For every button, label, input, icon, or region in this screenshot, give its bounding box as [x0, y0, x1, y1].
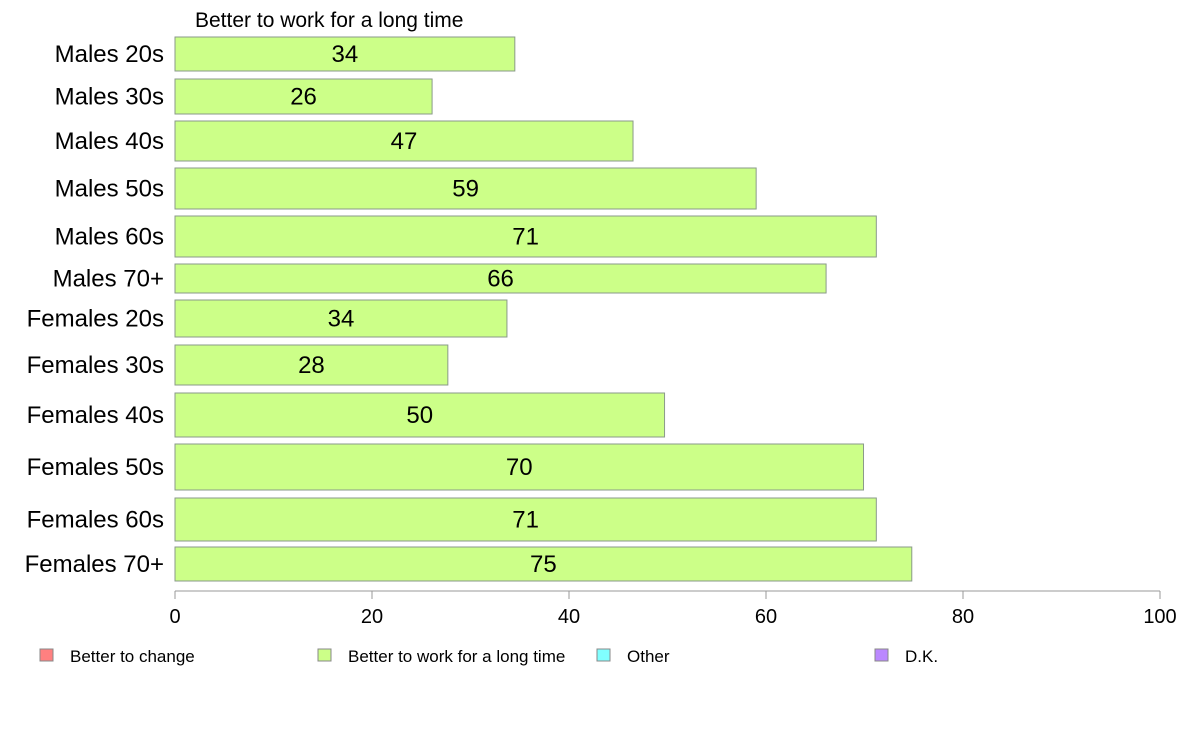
category-label: Females 60s [27, 507, 164, 534]
value-label: 70 [506, 454, 533, 481]
category-label: Males 60s [55, 224, 164, 251]
legend-label: Other [627, 647, 670, 666]
category-label: Males 70+ [53, 266, 164, 293]
value-label: 59 [452, 176, 479, 203]
value-label: 71 [512, 507, 539, 534]
value-label: 28 [298, 352, 325, 379]
value-label: 26 [290, 84, 317, 111]
category-label: Females 70+ [25, 551, 164, 578]
value-label: 75 [530, 551, 557, 578]
legend-label: D.K. [905, 647, 938, 666]
value-label: 34 [332, 41, 359, 68]
value-label: 66 [487, 266, 514, 293]
bar [174, 443, 865, 491]
value-label: 47 [391, 128, 418, 155]
category-label: Females 20s [27, 306, 164, 333]
bar [174, 546, 913, 582]
bar [174, 497, 877, 542]
x-axis: 0 20 40 60 80 100 [169, 590, 1177, 628]
legend-swatch [317, 648, 332, 662]
legend-label: Better to work for a long time [348, 647, 565, 666]
category-label: Males 40s [55, 128, 164, 155]
category-label: Females 30s [27, 352, 164, 379]
bar [174, 392, 666, 438]
category-label: Males 50s [55, 176, 164, 203]
category-label: Males 20s [55, 41, 164, 68]
legend-swatch [874, 648, 889, 662]
bar [174, 36, 516, 72]
x-tick-label: 0 [169, 606, 180, 628]
x-tick-label: 80 [952, 606, 974, 628]
legend-swatch [39, 648, 54, 662]
category-labels: Males 20s Males 30s Males 40s Males 50s Male… [25, 41, 164, 578]
x-tick-label: 20 [361, 606, 383, 628]
bar [174, 299, 508, 338]
category-label: Females 50s [27, 454, 164, 481]
bar [174, 263, 827, 294]
value-label: 34 [328, 306, 355, 333]
legend: Better to change Better to work for a lon… [39, 647, 938, 666]
bar [174, 215, 877, 258]
bar [174, 167, 757, 210]
value-label: 50 [406, 402, 433, 429]
bar [174, 78, 433, 115]
category-label: Females 40s [27, 402, 164, 429]
x-tick-label: 40 [558, 606, 580, 628]
legend-label: Better to change [70, 647, 195, 666]
legend-swatch [596, 648, 611, 662]
bar [174, 120, 634, 162]
value-label: 71 [512, 224, 539, 251]
category-label: Males 30s [55, 84, 164, 111]
x-tick-label: 60 [755, 606, 777, 628]
series-title: Better to work for a long time [195, 9, 463, 32]
x-tick-label: 100 [1143, 606, 1176, 628]
bar [174, 344, 449, 386]
bars [174, 36, 913, 582]
